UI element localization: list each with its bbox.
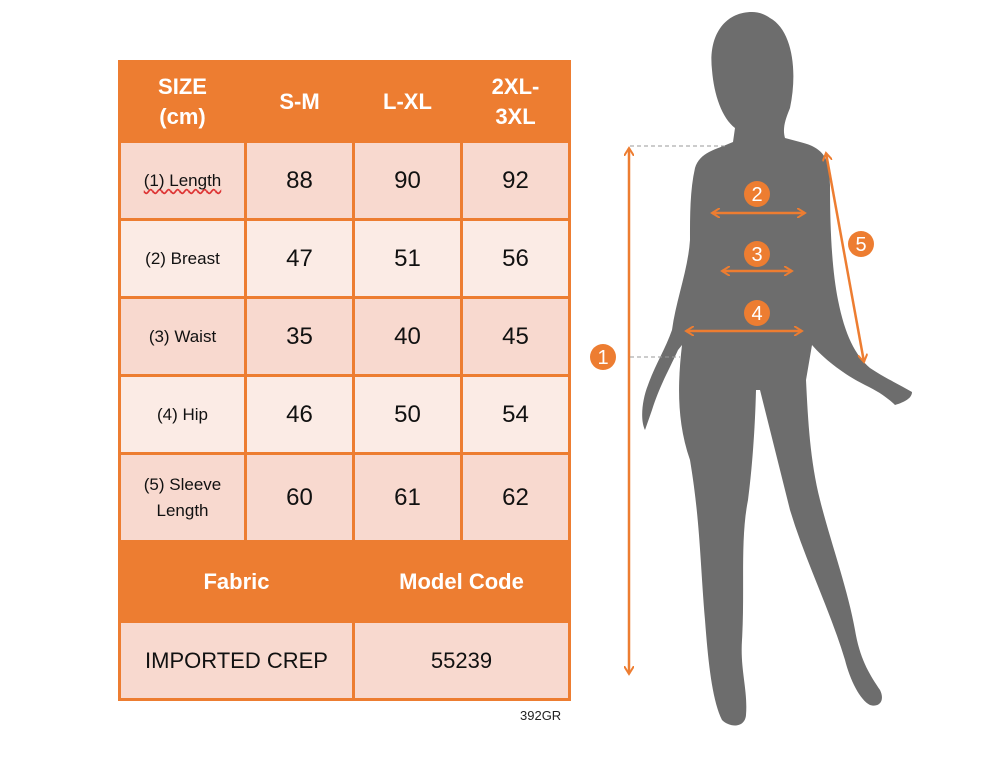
- cell: 92: [460, 140, 571, 221]
- row-label: (2) Breast: [118, 218, 247, 299]
- table-row: (1) Length 88 90 92: [118, 140, 571, 221]
- table-row: (5) Sleeve Length 60 61 62: [118, 452, 571, 543]
- header-size: SIZE (cm): [118, 60, 247, 143]
- cell: 35: [244, 296, 355, 377]
- woman-silhouette: [642, 12, 912, 726]
- marker-4: 4: [751, 303, 762, 325]
- cell: 90: [352, 140, 463, 221]
- row-label-text: (1) Length: [143, 170, 222, 190]
- cell: 62: [460, 452, 571, 543]
- cell: 46: [244, 374, 355, 455]
- row-label: (5) Sleeve Length: [118, 452, 247, 543]
- cell: 47: [244, 218, 355, 299]
- sleeve-arrow: [826, 153, 864, 362]
- cell: 88: [244, 140, 355, 221]
- fabric-header: Fabric: [118, 540, 355, 623]
- table-row: (4) Hip 46 50 54: [118, 374, 571, 455]
- footer-header-row: Fabric Model Code: [118, 540, 571, 623]
- header-text: (cm): [159, 103, 206, 129]
- cell: 56: [460, 218, 571, 299]
- cell: 51: [352, 218, 463, 299]
- marker-1: 1: [597, 347, 608, 369]
- cell: 60: [244, 452, 355, 543]
- header-l-xl: L-XL: [352, 60, 463, 143]
- cell: 45: [460, 296, 571, 377]
- header-2xl-3xl: 2XL-3XL: [460, 60, 571, 143]
- marker-3: 3: [751, 244, 762, 266]
- header-text: 2XL-3XL: [491, 73, 540, 129]
- header-s-m: S-M: [244, 60, 355, 143]
- table-row: (2) Breast 47 51 56: [118, 218, 571, 299]
- product-code: 392GR: [520, 708, 562, 723]
- cell: 40: [352, 296, 463, 377]
- cell: 50: [352, 374, 463, 455]
- size-chart-table: SIZE (cm) S-M L-XL 2XL-3XL (1) Length 88 …: [118, 60, 571, 701]
- model-code-header: Model Code: [352, 540, 571, 623]
- body-measurement-figure: 1 2 3 4 5: [590, 12, 912, 726]
- marker-2: 2: [751, 184, 762, 206]
- footer-value-row: IMPORTED CREP 55239: [118, 620, 571, 701]
- row-label: (3) Waist: [118, 296, 247, 377]
- fabric-value: IMPORTED CREP: [118, 620, 355, 701]
- row-label: (4) Hip: [118, 374, 247, 455]
- marker-5: 5: [855, 234, 866, 256]
- cell: 54: [460, 374, 571, 455]
- header-text: SIZE: [158, 73, 207, 99]
- table-row: (3) Waist 35 40 45: [118, 296, 571, 377]
- header-row: SIZE (cm) S-M L-XL 2XL-3XL: [118, 60, 571, 143]
- model-code-value: 55239: [352, 620, 571, 701]
- cell: 61: [352, 452, 463, 543]
- row-label: (1) Length: [118, 140, 247, 221]
